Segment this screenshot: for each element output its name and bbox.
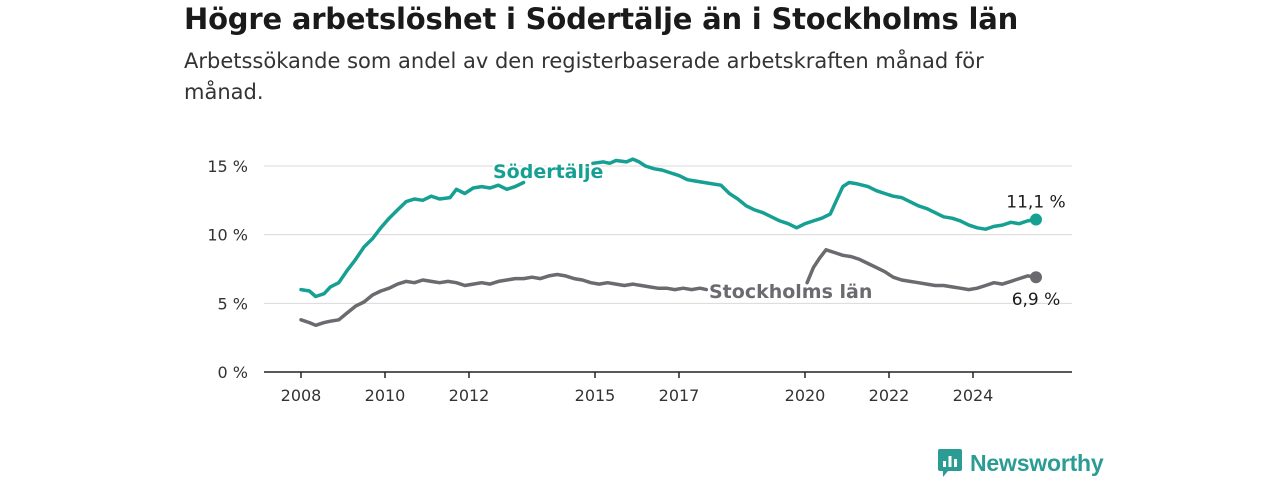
newsworthy-logo-icon <box>938 449 962 477</box>
brand-name: Newsworthy <box>970 449 1104 476</box>
x-tick-label: 2012 <box>449 386 490 405</box>
series-name-label: Södertälje <box>493 161 603 183</box>
x-tick-label: 2024 <box>953 386 994 405</box>
x-tick-label: 2022 <box>869 386 910 405</box>
series-line <box>591 157 1038 231</box>
series-end-value-label: 6,9 % <box>1012 290 1061 310</box>
series-end-point <box>1030 271 1042 284</box>
y-tick-label: 10 % <box>207 226 248 245</box>
x-tick-label: 2017 <box>659 386 700 405</box>
series-lines <box>299 157 1042 328</box>
line-chart: 0 % 5 % 10 % 15 % 2008 2010 2012 2015 2017 2020 20… <box>207 157 1072 405</box>
grid-lines <box>264 165 1072 304</box>
chart-title: Högre arbetslöshet i Södertälje än i Sto… <box>184 2 1019 36</box>
axes: 0 % 5 % 10 % 15 % 2008 2010 2012 2015 2017 2020 20… <box>207 157 1072 405</box>
series-labels: Södertälje 11,1 % Stockholms län 6,9 % <box>491 159 1066 310</box>
series-line <box>299 180 526 299</box>
series-name-label: Stockholms län <box>709 281 872 303</box>
y-tick-label: 5 % <box>218 294 248 313</box>
series-line <box>299 272 709 328</box>
chart-subtitle: Arbetssökande som andel av den registerb… <box>184 49 984 104</box>
y-tick-label: 0 % <box>218 363 248 382</box>
x-tick-label: 2010 <box>365 386 406 405</box>
x-tick-label: 2020 <box>785 386 826 405</box>
x-tick-label: 2008 <box>281 386 322 405</box>
brand-logo[interactable]: Newsworthy <box>937 448 1104 478</box>
series-line <box>805 248 1038 292</box>
series-end-value-label: 11,1 % <box>1006 193 1065 213</box>
x-tick-label: 2015 <box>575 386 616 405</box>
y-tick-label: 15 % <box>207 157 248 176</box>
series-end-point <box>1030 213 1042 226</box>
